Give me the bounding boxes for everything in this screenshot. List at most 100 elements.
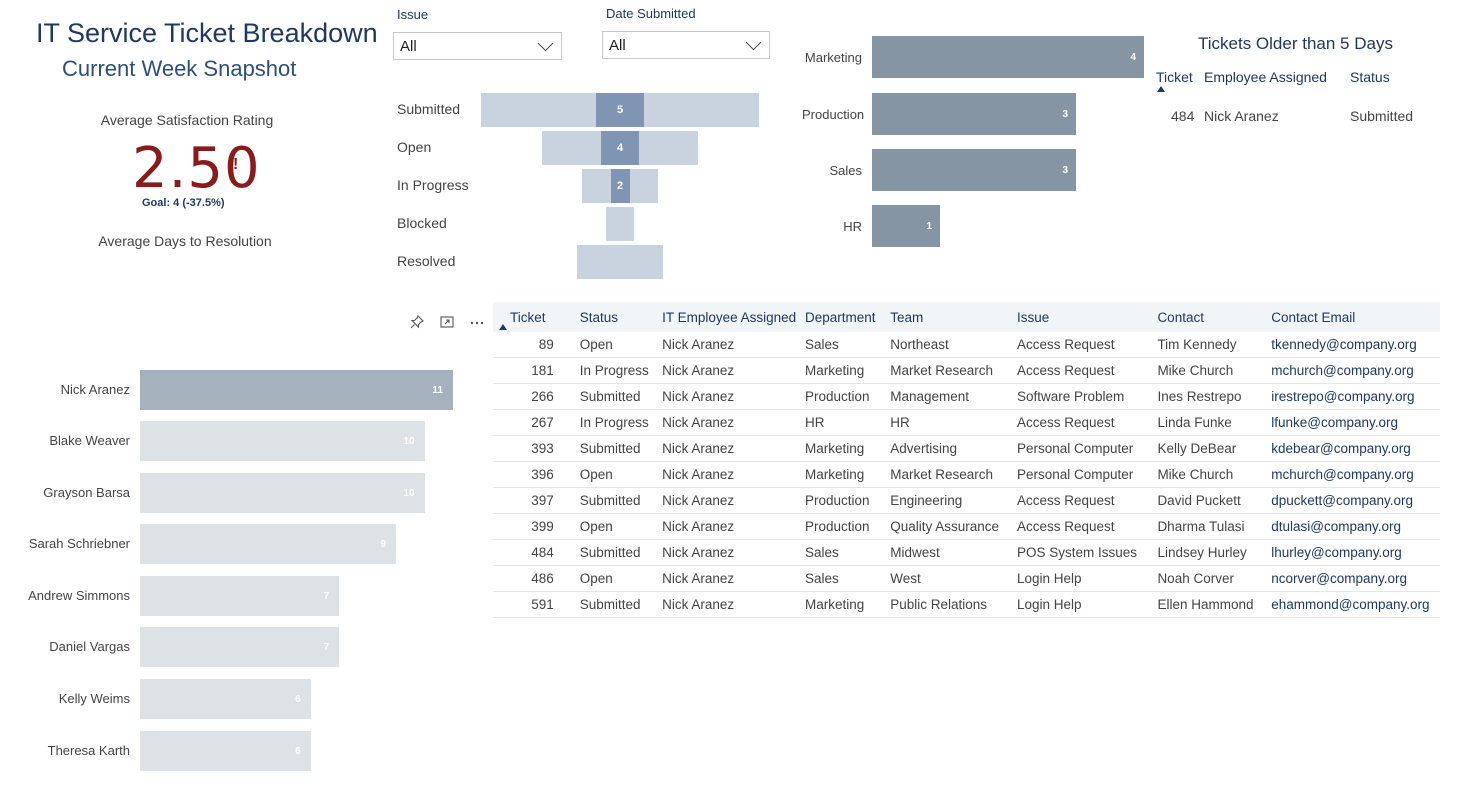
- employee-bar[interactable]: 6: [140, 679, 311, 719]
- table-cell[interactable]: dpuckett@company.org: [1271, 487, 1440, 514]
- more-options-icon[interactable]: [468, 313, 486, 331]
- table-cell: Open: [579, 513, 663, 540]
- table-row[interactable]: 397 Submitted Nick Aranez Production Enginee…: [493, 487, 1440, 514]
- focus-mode-icon[interactable]: [438, 313, 456, 331]
- table-header-cell[interactable]: Issue: [1016, 302, 1158, 332]
- table-cell: In Progress: [579, 357, 663, 384]
- employee-bar[interactable]: 9: [140, 524, 397, 564]
- employee-bar[interactable]: 6: [140, 731, 311, 771]
- table-cell: Ellen Hammond: [1157, 591, 1272, 618]
- table-body: 89 Open Nick Aranez Sales Northeast Access Re…: [493, 332, 1440, 618]
- table-cell: In Progress: [579, 409, 663, 436]
- table-cell[interactable]: ncorver@company.org: [1271, 565, 1440, 592]
- table-header-label: Issue: [1016, 309, 1050, 325]
- table-row[interactable]: 393 Submitted Nick Aranez Marketing Advertis…: [493, 435, 1440, 462]
- table-cell: Advertising: [890, 435, 1017, 462]
- table-cell: Marketing: [805, 461, 891, 488]
- table-header-label: Department: [805, 309, 876, 325]
- table-cell[interactable]: lfunke@company.org: [1271, 409, 1440, 436]
- older-col-ticket[interactable]: Ticket: [1156, 69, 1193, 85]
- table-cell: Access Request: [1016, 357, 1158, 384]
- issue-slicer-dropdown[interactable]: All: [393, 32, 562, 60]
- employee-bar[interactable]: 10: [140, 421, 425, 461]
- table-row[interactable]: 486 Open Nick Aranez Sales West Login Help Noa…: [493, 565, 1440, 592]
- table-cell[interactable]: dtulasi@company.org: [1271, 513, 1440, 540]
- employee-label: Daniel Vargas: [49, 639, 130, 654]
- table-cell: Nick Aranez: [662, 513, 806, 540]
- employee-bar[interactable]: 10: [140, 473, 425, 513]
- employee-bar[interactable]: 11: [140, 370, 453, 410]
- table-header-cell[interactable]: Status: [579, 302, 663, 332]
- table-header-cell[interactable]: IT Employee Assigned: [662, 302, 806, 332]
- dept-bar[interactable]: 3: [872, 93, 1076, 135]
- table-header-cell[interactable]: Contact Email: [1271, 302, 1440, 332]
- table-row[interactable]: 399 Open Nick Aranez Production Quality Assu…: [493, 513, 1440, 540]
- table-row[interactable]: 396 Open Nick Aranez Marketing Market Resear…: [493, 461, 1440, 488]
- table-cell[interactable]: tkennedy@company.org: [1271, 332, 1440, 358]
- table-cell: Production: [805, 487, 891, 514]
- table-row[interactable]: 89 Open Nick Aranez Sales Northeast Access Re…: [493, 332, 1440, 358]
- table-cell: Nick Aranez: [662, 461, 806, 488]
- dept-bar[interactable]: 4: [872, 36, 1144, 78]
- employee-bar[interactable]: 7: [140, 627, 340, 667]
- visual-header-icons: [408, 313, 486, 331]
- older-col-employee[interactable]: Employee Assigned: [1204, 69, 1327, 85]
- table-cell: West: [890, 565, 1017, 592]
- pin-icon[interactable]: [408, 313, 426, 331]
- table-header-cell[interactable]: Contact: [1157, 302, 1272, 332]
- table-cell: Marketing: [805, 591, 891, 618]
- funnel-stage-bar[interactable]: [606, 207, 634, 241]
- table-cell: 393: [493, 435, 580, 462]
- table-cell: 486: [493, 565, 580, 592]
- table-cell: Market Research: [890, 357, 1017, 384]
- older-cell-employee: Nick Aranez: [1204, 108, 1279, 124]
- table-cell[interactable]: lhurley@company.org: [1271, 539, 1440, 566]
- table-cell: Sales: [805, 565, 891, 592]
- funnel-highlight-bar[interactable]: 2: [610, 169, 630, 203]
- table-cell: 591: [493, 591, 580, 618]
- table-cell: Mike Church: [1157, 461, 1272, 488]
- table-header-cell[interactable]: Team: [890, 302, 1017, 332]
- funnel-stage-bar[interactable]: [577, 245, 663, 279]
- funnel-highlight-bar[interactable]: 4: [601, 131, 639, 165]
- table-row[interactable]: 266 Submitted Nick Aranez Production Managem…: [493, 383, 1440, 410]
- table-cell: Nick Aranez: [662, 591, 806, 618]
- older-col-status[interactable]: Status: [1350, 69, 1390, 85]
- table-row[interactable]: 181 In Progress Nick Aranez Marketing Market…: [493, 357, 1440, 384]
- satisfaction-flag-icon: !: [233, 156, 239, 173]
- funnel-highlight-bar[interactable]: 5: [596, 93, 644, 127]
- issue-slicer-label: Issue: [397, 7, 429, 22]
- table-cell: Tim Kennedy: [1157, 332, 1272, 358]
- table-cell: Open: [579, 461, 663, 488]
- table-cell: David Puckett: [1157, 487, 1272, 514]
- table-cell: 399: [493, 513, 580, 540]
- employee-bar[interactable]: 7: [140, 576, 340, 616]
- dept-bar[interactable]: 1: [872, 205, 940, 247]
- table-cell: Nick Aranez: [662, 565, 806, 592]
- table-header-label: Ticket: [510, 309, 546, 325]
- table-cell[interactable]: mchurch@company.org: [1271, 461, 1440, 488]
- table-cell[interactable]: mchurch@company.org: [1271, 357, 1440, 384]
- dept-label: Marketing: [804, 50, 862, 65]
- table-cell[interactable]: kdebear@company.org: [1271, 435, 1440, 462]
- employee-label: Blake Weaver: [49, 433, 130, 448]
- table-row[interactable]: 591 Submitted Nick Aranez Marketing Public R…: [493, 591, 1440, 618]
- funnel-label: Submitted: [397, 101, 461, 117]
- date-slicer-value: All: [609, 36, 626, 54]
- table-cell[interactable]: irestrepo@company.org: [1271, 383, 1440, 410]
- dept-bar[interactable]: 3: [872, 149, 1076, 191]
- table-header-cell[interactable]: Department: [805, 302, 891, 332]
- employee-label: Kelly Weims: [58, 691, 130, 706]
- older-tickets-title: Tickets Older than 5 Days: [1198, 34, 1393, 53]
- table-row[interactable]: 484 Submitted Nick Aranez Sales Midwest POS S…: [493, 539, 1440, 566]
- table-row[interactable]: 267 In Progress Nick Aranez HR HR Access Requ…: [493, 409, 1440, 436]
- table-cell: 89: [493, 332, 580, 358]
- table-cell: Mike Church: [1157, 357, 1272, 384]
- table-cell: Ines Restrepo: [1157, 383, 1272, 410]
- date-slicer-dropdown[interactable]: All: [602, 31, 770, 59]
- table-cell: Nick Aranez: [662, 383, 806, 410]
- table-header-cell[interactable]: Ticket: [493, 302, 580, 332]
- employee-label: Grayson Barsa: [43, 485, 130, 500]
- table-cell: Access Request: [1016, 513, 1158, 540]
- table-cell[interactable]: ehammond@company.org: [1271, 591, 1440, 618]
